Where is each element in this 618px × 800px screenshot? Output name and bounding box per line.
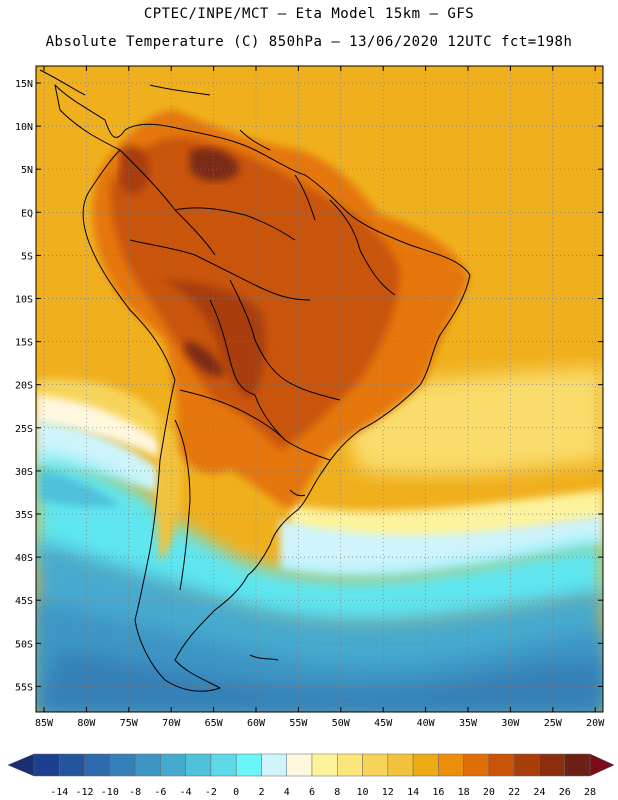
lon-label: 85W — [35, 718, 54, 729]
colorbar-bin — [185, 753, 212, 777]
colorbar-bins — [7, 753, 615, 777]
map-frame — [35, 65, 604, 713]
colorbar-bin — [564, 753, 591, 777]
colorbar-bin — [513, 753, 540, 777]
colorbar-label: 28 — [584, 787, 596, 798]
lat-label: 5N — [21, 165, 33, 176]
colorbar-label: 14 — [407, 787, 419, 798]
colorbar-bin — [160, 753, 186, 777]
lat-label: 25S — [15, 424, 33, 435]
colorbar-bin — [84, 753, 111, 777]
colorbar-label: 0 — [233, 787, 239, 798]
colorbar-label: 20 — [483, 787, 495, 798]
lon-label: 75W — [120, 718, 139, 729]
colorbar-bin — [337, 753, 363, 777]
lat-label: EQ — [21, 208, 33, 219]
colorbar-label: -2 — [205, 787, 217, 798]
lon-label: 30W — [501, 718, 520, 729]
colorbar-bin — [33, 753, 60, 777]
chart-title-line-1: CPTEC/INPE/MCT – Eta Model 15km – GFS — [143, 6, 475, 22]
colorbar-label: 26 — [559, 787, 571, 798]
colorbar-bin — [539, 753, 565, 777]
lon-label: 25W — [544, 718, 563, 729]
lat-label: 40S — [15, 553, 33, 564]
colorbar-label: 16 — [432, 787, 444, 798]
colorbar-label: 2 — [258, 787, 264, 798]
colorbar-label: 24 — [533, 787, 545, 798]
lon-label: 80W — [77, 718, 96, 729]
lon-label: 35W — [459, 718, 478, 729]
colorbar-label: -14 — [50, 787, 68, 798]
lon-label: 50W — [332, 718, 351, 729]
colorbar-bin — [362, 753, 389, 777]
colorbar-label: 12 — [382, 787, 394, 798]
colorbar-bin — [286, 753, 313, 777]
colorbar-label: -4 — [180, 787, 192, 798]
colorbar-bin — [311, 753, 338, 777]
colorbar-bin — [59, 753, 85, 777]
lon-label: 55W — [289, 718, 308, 729]
colorbar-bin — [134, 753, 161, 777]
colorbar-bin — [438, 753, 464, 777]
colorbar-label: -6 — [154, 787, 166, 798]
lon-label: 60W — [247, 718, 266, 729]
coastlines — [39, 69, 471, 692]
colorbar-bin — [488, 753, 515, 777]
lat-label: 10N — [15, 122, 33, 133]
lat-label: 55S — [15, 682, 33, 693]
colorbar-overflow-arrow — [589, 753, 615, 777]
lat-label: 15N — [15, 79, 33, 90]
lat-label: 30S — [15, 467, 33, 478]
colorbar-underflow-arrow — [7, 753, 35, 777]
colorbar-label: -8 — [129, 787, 141, 798]
colorbar-bin — [261, 753, 287, 777]
lat-label: 5S — [21, 251, 33, 262]
lon-label: 40W — [417, 718, 436, 729]
lat-label: 50S — [15, 639, 33, 650]
longitude-axis: 85W 80W 75W 70W 65W 60W 55W 50W 45W 40W 35W 30W 25W 2… — [35, 66, 605, 729]
colorbar-bin — [463, 753, 490, 777]
colorbar-bin — [387, 753, 414, 777]
gridlines — [36, 66, 603, 712]
colorbar-label: -12 — [76, 787, 94, 798]
colorbar-bin — [109, 753, 136, 777]
lon-label: 45W — [374, 718, 393, 729]
lat-label: 35S — [15, 510, 33, 521]
colorbar-bin — [210, 753, 237, 777]
colorbar-label: -10 — [101, 787, 119, 798]
lat-label: 20S — [15, 381, 33, 392]
lat-label: 10S — [15, 295, 33, 306]
chart-title-line-2: Absolute Temperature (C) 850hPa – 13/06/… — [45, 34, 573, 50]
latitude-axis: 15N 10N 5N EQ 5S 10S 15S 20S 25S 30S 35S 40S 45S 50S 5… — [15, 79, 603, 693]
temperature-field — [36, 66, 603, 712]
colorbar-label: 8 — [334, 787, 340, 798]
colorbar-bin — [235, 753, 262, 777]
colorbar-label: 10 — [357, 787, 369, 798]
lat-label: 15S — [15, 338, 33, 349]
colorbar-labels: -14 -12 -10 -8 -6 -4 -2 0 2 4 6 8 10 12 14 16 18 20 22 24 26… — [50, 787, 596, 798]
lon-label: 70W — [162, 718, 181, 729]
colorbar-label: 6 — [309, 787, 315, 798]
lon-label: 65W — [205, 718, 224, 729]
colorbar-bin — [412, 753, 439, 777]
lon-label: 20W — [586, 718, 605, 729]
colorbar-label: 4 — [284, 787, 290, 798]
colorbar-label: 18 — [458, 787, 470, 798]
lat-label: 45S — [15, 596, 33, 607]
colorbar-label: 22 — [508, 787, 520, 798]
